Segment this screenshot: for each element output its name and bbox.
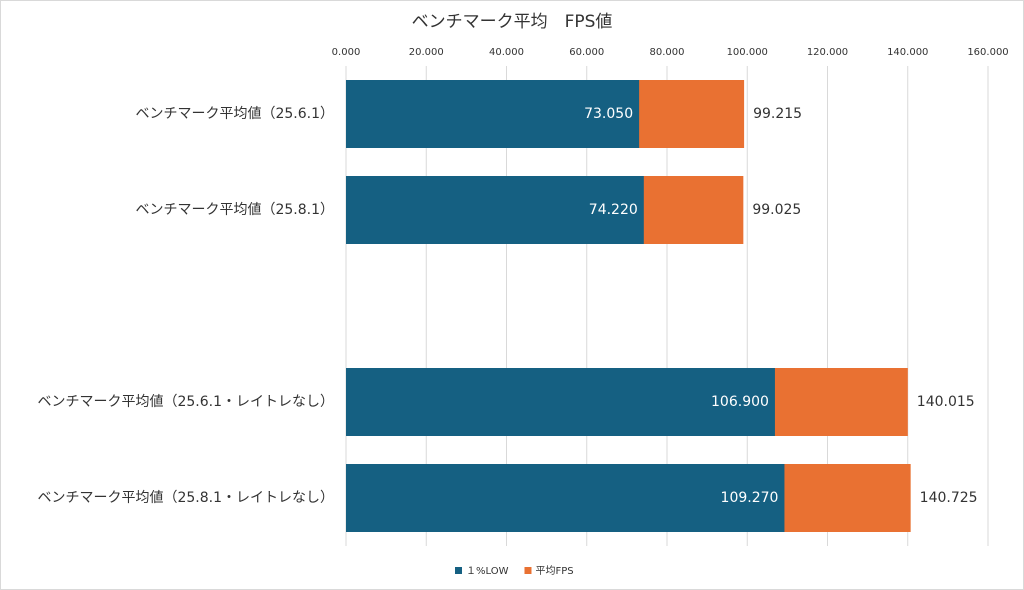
- x-tick-label: 80.000: [650, 47, 685, 58]
- y-tick-label: ベンチマーク平均値（25.8.1）: [135, 202, 334, 218]
- data-label: 99.025: [752, 202, 801, 218]
- bar: [346, 464, 785, 532]
- data-label: 140.015: [917, 394, 975, 410]
- legend-label: １%LOW: [466, 566, 509, 577]
- y-tick-label: ベンチマーク平均値（25.6.1・レイトレなし）: [37, 394, 334, 410]
- chart-title: ベンチマーク平均 FPS値: [412, 12, 613, 32]
- data-label: 73.050: [584, 106, 633, 122]
- x-tick-label: 20.000: [409, 47, 444, 58]
- bar: [346, 368, 775, 436]
- x-tick-label: 120.000: [807, 47, 848, 58]
- legend-swatch: [524, 567, 532, 574]
- x-tick-label: 100.000: [727, 47, 768, 58]
- data-label: 109.270: [721, 490, 779, 506]
- x-tick-label: 0.000: [332, 47, 361, 58]
- x-tick-label: 60.000: [569, 47, 604, 58]
- data-label: 140.725: [920, 490, 978, 506]
- legend-swatch: [455, 567, 462, 574]
- data-label: 74.220: [589, 202, 638, 218]
- bar: [346, 80, 640, 148]
- x-tick-label: 140.000: [887, 47, 928, 58]
- bar: [346, 176, 644, 244]
- x-tick-label: 160.000: [967, 47, 1008, 58]
- legend-label: 平均FPS: [535, 565, 573, 577]
- data-label: 106.900: [711, 394, 769, 410]
- y-tick-label: ベンチマーク平均値（25.6.1）: [135, 106, 334, 122]
- y-tick-label: ベンチマーク平均値（25.8.1・レイトレなし）: [37, 490, 334, 506]
- data-label: 99.215: [753, 106, 802, 122]
- x-tick-label: 40.000: [489, 47, 524, 58]
